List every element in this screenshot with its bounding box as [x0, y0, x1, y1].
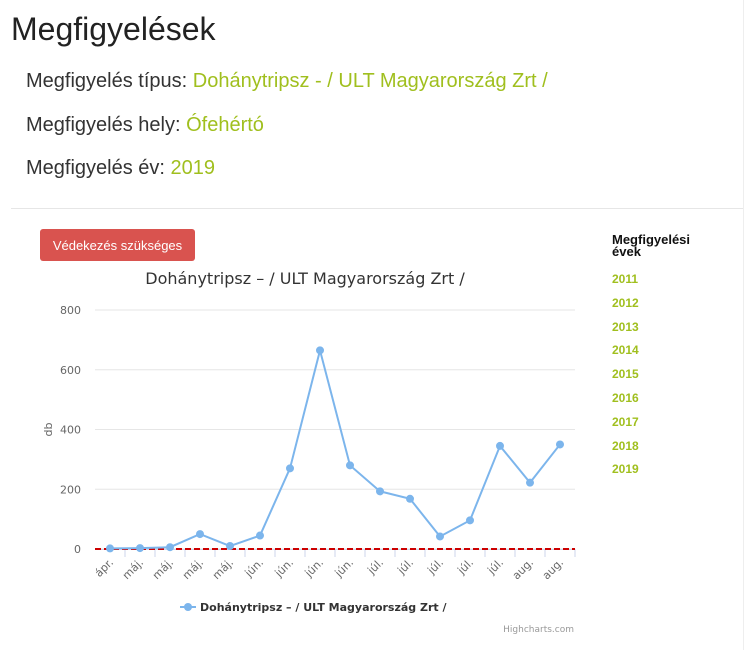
section-divider — [11, 208, 743, 209]
observation-place-label: Megfigyelés hely: — [26, 114, 181, 136]
y-tick-label: 200 — [60, 483, 81, 496]
data-point[interactable] — [346, 461, 354, 470]
x-tick-label: jún. — [332, 556, 356, 580]
series-group — [106, 346, 564, 553]
observation-year-label: Megfigyelés év: — [26, 157, 165, 179]
data-point[interactable] — [136, 544, 144, 553]
data-point[interactable] — [406, 494, 414, 503]
year-link-2015[interactable]: 2015 — [612, 367, 639, 382]
data-point[interactable] — [106, 544, 114, 553]
year-link-2013[interactable]: 2013 — [612, 319, 639, 334]
y-tick-label: 0 — [74, 543, 81, 556]
observation-type-value: Dohánytripsz - / ULT Magyarország Zrt / — [192, 70, 548, 92]
chart-legend[interactable]: Dohánytripsz – / ULT Magyarország Zrt / — [180, 601, 447, 614]
chart-grid — [95, 309, 575, 550]
y-axis-label: db — [42, 423, 55, 437]
page-title: Megfigyelések — [11, 11, 216, 47]
year-link-2018[interactable]: 2018 — [612, 438, 639, 453]
x-tick-label: máj. — [120, 556, 146, 582]
data-point[interactable] — [526, 478, 534, 487]
data-point[interactable] — [256, 531, 264, 540]
data-point[interactable] — [436, 532, 444, 541]
year-link-2017[interactable]: 2017 — [612, 414, 639, 429]
protection-needed-button[interactable]: Védekezés szükséges — [40, 229, 195, 261]
x-tick-label: júl. — [454, 556, 476, 578]
y-axis-ticks: 0 200 400 600 800 — [60, 304, 81, 556]
x-tick-label: júl. — [484, 556, 506, 578]
observation-years-list: 2011 2012 2013 2014 2015 2016 2017 2018 2019 — [612, 268, 722, 482]
x-tick-label: júl. — [364, 556, 386, 578]
series-line — [109, 350, 561, 550]
y-tick-label: 800 — [60, 304, 81, 317]
y-tick-label: 400 — [60, 424, 81, 437]
x-tick-label: ápr. — [92, 556, 116, 580]
year-link-2016[interactable]: 2016 — [612, 390, 639, 405]
observations-chart: Dohánytripsz – / ULT Magyarország Zrt / … — [42, 269, 576, 635]
x-tick-label: júl. — [394, 556, 416, 578]
observation-years-panel: Megfigyelési évek 2011 2012 2013 2014 2015 20… — [612, 232, 722, 482]
x-tick-label: máj. — [150, 556, 176, 582]
observation-type: Megfigyelés típus: Dohánytripsz - / ULT … — [26, 70, 548, 93]
year-link-2012[interactable]: 2012 — [612, 295, 639, 310]
observation-place-value: Ófehértó — [186, 114, 264, 136]
right-panel-edge — [743, 0, 749, 650]
data-point[interactable] — [166, 543, 174, 552]
observation-year: Megfigyelés év: 2019 — [26, 157, 215, 180]
data-point[interactable] — [556, 440, 564, 449]
x-tick-label: aug. — [540, 556, 566, 582]
x-tick-label: máj. — [180, 556, 206, 582]
y-tick-label: 600 — [60, 364, 81, 377]
legend-marker-symbol[interactable] — [184, 603, 192, 611]
data-point[interactable] — [286, 464, 294, 473]
data-point[interactable] — [466, 516, 474, 525]
x-tick-label: jún. — [272, 556, 296, 580]
x-tick-label: aug. — [510, 556, 536, 582]
x-tick-label: jún. — [242, 556, 266, 580]
observation-years-title: Megfigyelési évek — [612, 232, 691, 259]
x-axis: ápr. máj. máj. máj. máj. jún. jún. jún. jún. júl.… — [92, 549, 576, 582]
data-point[interactable] — [196, 530, 204, 539]
year-link-2014[interactable]: 2014 — [612, 343, 639, 358]
chart-title: Dohánytripsz – / ULT Magyarország Zrt / — [145, 269, 465, 288]
x-tick-label: máj. — [210, 556, 236, 582]
data-point[interactable] — [226, 542, 234, 551]
x-tick-label: jún. — [302, 556, 326, 580]
data-point[interactable] — [316, 346, 324, 355]
chart-credits[interactable]: Highcharts.com — [503, 625, 574, 635]
observation-year-value: 2019 — [170, 157, 216, 179]
observation-type-label: Megfigyelés típus: — [26, 70, 188, 92]
x-tick-label: júl. — [424, 556, 446, 578]
data-point[interactable] — [376, 487, 384, 496]
year-link-2019[interactable]: 2019 — [612, 462, 639, 477]
year-link-2011[interactable]: 2011 — [612, 272, 639, 286]
data-point[interactable] — [496, 441, 504, 450]
observation-place: Megfigyelés hely: Ófehértó — [26, 114, 264, 137]
legend-item-label[interactable]: Dohánytripsz – / ULT Magyarország Zrt / — [200, 601, 447, 614]
